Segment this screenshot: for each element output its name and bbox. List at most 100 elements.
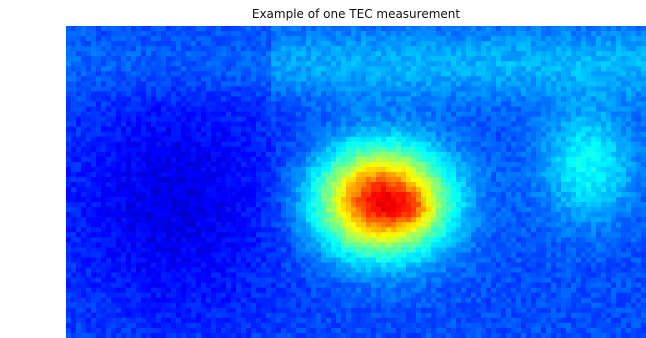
heatmap-cell — [201, 51, 207, 57]
heatmap-cell — [491, 232, 497, 238]
heatmap-cell — [606, 126, 612, 132]
heatmap-cell — [81, 197, 87, 203]
heatmap-cell — [86, 91, 92, 97]
heatmap-cell — [206, 91, 212, 97]
heatmap-cell — [436, 171, 442, 178]
heatmap-cell — [111, 91, 117, 97]
heatmap-cell — [141, 126, 147, 132]
heatmap-cell — [256, 106, 262, 112]
heatmap-cell — [546, 96, 552, 102]
heatmap-cell — [486, 212, 492, 218]
heatmap-cell — [321, 176, 327, 183]
heatmap-cell — [161, 76, 167, 82]
heatmap-cell — [116, 66, 122, 72]
heatmap-cell — [291, 207, 297, 213]
heatmap-cell — [556, 106, 562, 112]
heatmap-cell — [81, 51, 87, 57]
heatmap-cell — [451, 96, 457, 102]
heatmap-cell — [321, 192, 327, 198]
heatmap-cell — [581, 182, 587, 188]
heatmap-cell — [341, 146, 347, 153]
heatmap-cell — [641, 232, 646, 238]
heatmap-cell — [601, 66, 607, 72]
heatmap-cell — [201, 76, 207, 82]
heatmap-cell — [256, 171, 262, 178]
heatmap-cell — [266, 227, 272, 233]
heatmap-cell — [116, 192, 122, 198]
heatmap-cell — [286, 116, 292, 122]
heatmap-cell — [631, 36, 637, 42]
heatmap-cell — [466, 86, 472, 92]
heatmap-cell — [81, 146, 87, 153]
heatmap-cell — [151, 101, 157, 107]
heatmap-cell — [406, 41, 412, 47]
heatmap-cell — [411, 182, 417, 188]
heatmap-cell — [576, 56, 582, 62]
heatmap-cell — [436, 61, 442, 67]
heatmap-cell — [566, 192, 572, 198]
heatmap-cell — [546, 71, 552, 77]
heatmap-cell — [416, 227, 422, 233]
heatmap-cell — [311, 176, 317, 183]
heatmap-cell — [246, 41, 252, 47]
heatmap-cell — [536, 232, 542, 238]
heatmap-cell — [376, 207, 382, 213]
heatmap-cell — [86, 176, 92, 183]
heatmap-cell — [561, 202, 567, 208]
heatmap-cell — [406, 101, 412, 107]
heatmap-cell — [601, 227, 607, 233]
heatmap-cell — [366, 91, 372, 97]
heatmap-cell — [421, 212, 427, 218]
heatmap-cell — [376, 146, 382, 153]
heatmap-cell — [511, 136, 517, 143]
heatmap-cell — [271, 81, 277, 87]
heatmap-cell — [116, 81, 122, 87]
heatmap-cell — [251, 76, 257, 82]
heatmap-cell — [151, 232, 157, 238]
heatmap-cell — [401, 76, 407, 82]
heatmap-cell — [436, 31, 442, 37]
heatmap-cell — [211, 76, 217, 82]
heatmap-cell — [396, 121, 402, 127]
heatmap-cell — [131, 71, 137, 77]
heatmap-cell — [511, 232, 517, 238]
heatmap-cell — [161, 126, 167, 132]
heatmap-cell — [346, 161, 352, 168]
heatmap-cell — [201, 227, 207, 233]
heatmap-cell — [331, 237, 337, 243]
heatmap-cell — [576, 217, 582, 223]
heatmap-cell — [86, 106, 92, 112]
heatmap-cell — [96, 161, 102, 168]
heatmap-cell — [496, 222, 502, 228]
heatmap-cell — [191, 161, 197, 168]
heatmap-cell — [291, 86, 297, 92]
heatmap-cell — [236, 31, 242, 37]
heatmap-cell — [401, 116, 407, 122]
heatmap-cell — [421, 126, 427, 132]
heatmap-cell — [516, 86, 522, 92]
heatmap-cell — [481, 146, 487, 153]
heatmap-cell — [201, 111, 207, 117]
heatmap-cell — [331, 41, 337, 47]
heatmap-cell — [296, 171, 302, 178]
heatmap-cell — [131, 207, 137, 213]
heatmap-cell — [211, 81, 217, 87]
heatmap-cell — [491, 197, 497, 203]
heatmap-cell — [486, 171, 492, 178]
heatmap-cell — [341, 166, 347, 173]
heatmap-cell — [456, 136, 462, 143]
heatmap-cell — [146, 76, 152, 82]
heatmap-cell — [411, 66, 417, 72]
heatmap-cell — [581, 141, 587, 148]
heatmap-cell — [371, 187, 377, 193]
heatmap-cell — [206, 161, 212, 168]
heatmap-cell — [456, 111, 462, 117]
heatmap-cell — [336, 86, 342, 92]
heatmap-cell — [221, 51, 227, 57]
heatmap-cell — [481, 51, 487, 57]
heatmap-cell — [181, 166, 187, 173]
heatmap-cell — [131, 212, 137, 218]
heatmap-cell — [251, 136, 257, 143]
heatmap-cell — [591, 41, 597, 47]
heatmap-cell — [181, 56, 187, 62]
